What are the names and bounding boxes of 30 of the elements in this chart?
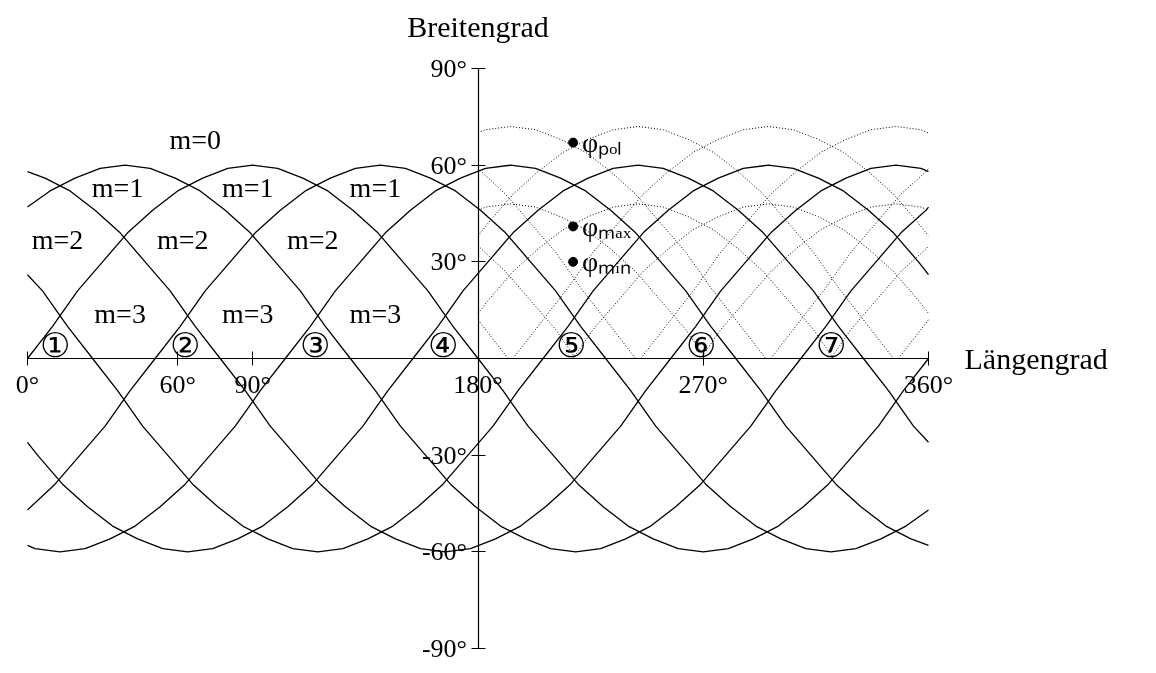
annotation: ⑤ bbox=[555, 327, 586, 365]
y-tick-label: 90° bbox=[430, 54, 468, 83]
annotation: m=0 bbox=[169, 123, 221, 155]
annotation: m=1 bbox=[91, 172, 144, 204]
x-tick-label: 270° bbox=[678, 369, 728, 399]
annotation: ⑦ bbox=[815, 327, 846, 365]
y-tick-label: 60° bbox=[430, 150, 468, 180]
annotation: m=1 bbox=[349, 172, 402, 204]
annotation: ② bbox=[170, 327, 201, 365]
x-tick-label: 0° bbox=[15, 369, 40, 399]
annotation: m=3 bbox=[94, 297, 146, 329]
series-label: φₘₐₓ bbox=[582, 210, 632, 242]
series-label: φₚₒₗ bbox=[582, 127, 623, 160]
annotation: m=3 bbox=[349, 297, 402, 329]
annotation: ① bbox=[40, 327, 71, 365]
annotation: m=1 bbox=[221, 172, 274, 204]
annotation: m=2 bbox=[31, 223, 84, 255]
annotation: m=2 bbox=[156, 223, 209, 255]
x-tick-label: 60° bbox=[159, 369, 196, 399]
y-tick-label: -90° bbox=[421, 633, 468, 663]
annotation: ⑥ bbox=[685, 327, 716, 365]
annotation: m=2 bbox=[287, 223, 339, 255]
annotation: ④ bbox=[427, 327, 458, 365]
annotation: ③ bbox=[300, 327, 331, 365]
y-tick-label: 30° bbox=[430, 247, 468, 277]
x-axis-title: Längengrad bbox=[964, 342, 1108, 375]
annotation: m=3 bbox=[221, 297, 274, 329]
x-tick-label: 360° bbox=[903, 369, 954, 399]
y-tick-label: -30° bbox=[421, 440, 468, 470]
y-axis-title: Breitengrad bbox=[407, 10, 549, 43]
